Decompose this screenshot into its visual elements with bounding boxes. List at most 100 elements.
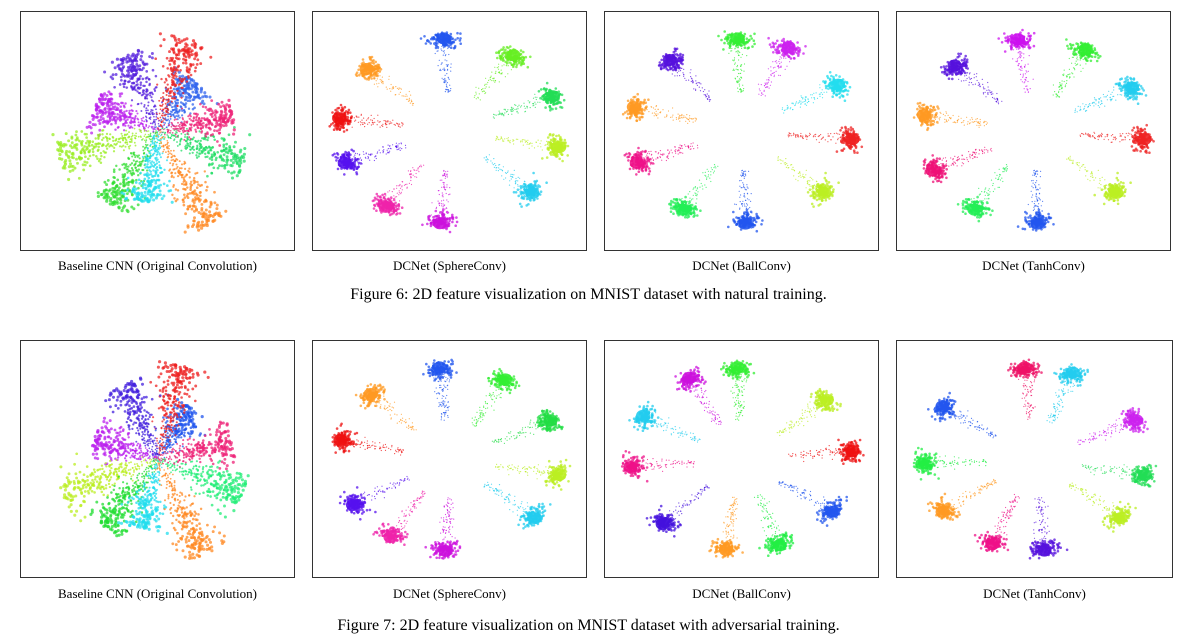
cluster-5 [1028, 497, 1069, 560]
cluster-6 [956, 164, 1008, 223]
cluster-head [626, 101, 641, 113]
cluster-head [845, 133, 860, 146]
panel-label: Baseline CNN (Original Convolution) [58, 586, 257, 601]
cluster-head [436, 32, 451, 45]
cluster-8 [328, 103, 404, 133]
cluster-8 [331, 422, 404, 456]
scatter-plot [20, 340, 295, 578]
scatter-plot [604, 340, 879, 578]
cluster-head [781, 41, 796, 53]
cluster-head [1078, 43, 1093, 56]
cluster-2 [1074, 75, 1148, 113]
cluster-6 [973, 493, 1020, 553]
cluster-5 [96, 130, 162, 214]
scatter-plot [20, 11, 295, 251]
cluster-7 [156, 131, 228, 234]
cluster-head [498, 373, 513, 386]
cluster-9 [354, 55, 415, 106]
cluster-head [819, 393, 834, 406]
cluster-head [947, 59, 962, 72]
panel-label: DCNet (SphereConv) [392, 586, 506, 601]
cluster-head [1137, 133, 1152, 146]
cluster-4 [59, 452, 159, 523]
cluster-head [636, 409, 650, 422]
cluster-head [525, 187, 540, 199]
cluster-2 [781, 71, 852, 114]
cluster-head [629, 156, 644, 169]
cluster-4 [1066, 155, 1132, 206]
cluster-head [1109, 187, 1124, 199]
cluster-6 [668, 164, 719, 219]
cluster-5 [753, 494, 795, 557]
cluster-4 [483, 481, 552, 530]
cluster-2 [103, 48, 163, 133]
cluster-head [623, 461, 638, 473]
cluster-head [545, 90, 560, 103]
cluster-2 [491, 408, 564, 444]
cluster-3 [1079, 123, 1155, 154]
cluster-head [935, 505, 950, 518]
cluster-head [333, 433, 348, 446]
cluster-4 [1068, 482, 1137, 533]
cluster-head [915, 457, 930, 470]
panel-label: DCNet (TanhConv) [982, 258, 1085, 273]
scatter-plot [312, 11, 587, 251]
scatter-plot [604, 11, 879, 251]
cluster-1 [149, 360, 210, 460]
cluster-4 [778, 481, 848, 527]
cluster-head [845, 445, 860, 457]
cluster-1 [757, 36, 807, 97]
cluster-head [438, 544, 453, 557]
cluster-head [925, 164, 940, 177]
cluster-head [363, 388, 378, 400]
scatter-plot [896, 340, 1173, 578]
cluster-head [1030, 217, 1045, 230]
cluster-3 [495, 458, 572, 491]
cluster-head [825, 505, 840, 518]
cluster-head [682, 371, 697, 384]
figure-caption: Figure 7: 2D feature visualization on MN… [337, 617, 840, 634]
cluster-8 [160, 455, 250, 519]
cluster-head [552, 469, 567, 481]
cluster-head [337, 156, 352, 169]
cluster-9 [354, 383, 417, 431]
cluster-8 [620, 450, 695, 483]
cluster-0 [997, 28, 1036, 93]
cluster-head [359, 63, 374, 75]
cluster-head [772, 539, 787, 552]
cluster-5 [1016, 169, 1055, 232]
cluster-6 [372, 490, 426, 546]
cluster-head [730, 361, 745, 374]
cluster-6 [371, 164, 425, 217]
cluster-head [552, 141, 567, 154]
cluster-3 [787, 125, 864, 154]
cluster-0 [720, 359, 756, 421]
cluster-head [345, 499, 360, 511]
cluster-7 [926, 478, 997, 521]
cluster-7 [331, 142, 407, 176]
cluster-1 [473, 45, 532, 101]
cluster-head [383, 531, 398, 543]
cluster-head [1138, 469, 1153, 481]
cluster-3 [495, 132, 570, 163]
cluster-7 [623, 142, 699, 176]
cluster-head [831, 78, 846, 91]
cluster-1 [674, 365, 722, 425]
cluster-head [985, 538, 1000, 551]
cluster-9 [927, 391, 997, 439]
cluster-2 [104, 376, 162, 457]
cluster-1 [154, 32, 213, 133]
cluster-0 [1007, 358, 1043, 420]
scatter-plot [312, 340, 587, 578]
cluster-2 [1077, 407, 1149, 446]
cluster-7 [922, 146, 993, 184]
panel-label: DCNet (BallConv) [692, 586, 791, 601]
cluster-3 [90, 416, 158, 466]
cluster-1 [1052, 38, 1102, 98]
cluster-7 [154, 459, 226, 560]
cluster-4 [51, 127, 157, 182]
cluster-9 [628, 400, 701, 443]
cluster-head [527, 512, 542, 525]
cluster-9 [939, 52, 1003, 105]
cluster-head [378, 200, 393, 213]
